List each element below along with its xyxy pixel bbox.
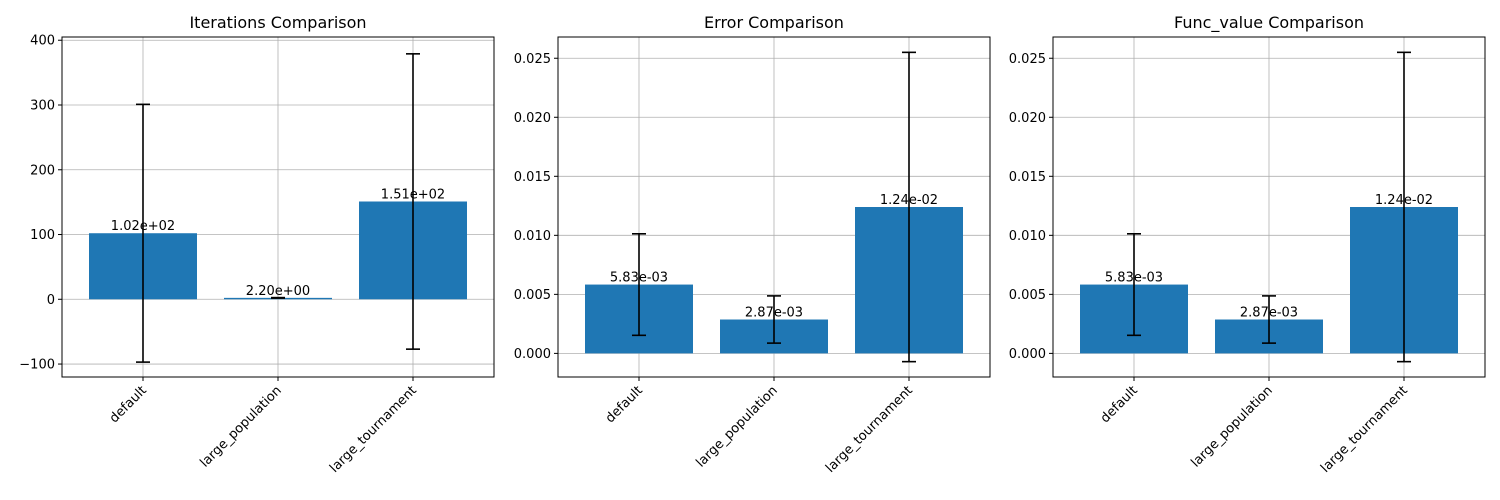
y-tick-label: 0.025 [514,52,551,67]
x-tick-label: large_tournament [327,383,420,476]
y-tick-label: 0.000 [1009,347,1046,362]
data-label: 2.87e-03 [745,306,803,321]
data-label: 1.51e+02 [381,187,445,202]
x-tick-label: default [603,383,646,426]
error-bar [632,232,646,337]
y-tick-label: 200 [30,163,55,178]
data-label: 2.87e-03 [1240,306,1298,321]
error-bar [1397,51,1411,363]
y-tick-label: 400 [30,34,55,49]
x-tick-label: large_population [693,383,780,470]
chart-panel: 5.83e-03 2.87e-03 1.24e-02 0.000 0.005 0.010 0… [1009,13,1486,476]
error-bar [271,296,285,299]
chart-panel: 5.83e-03 2.87e-03 1.24e-02 0.000 0.005 0.010 0… [514,13,991,476]
y-tick-label: 0.015 [1009,170,1046,185]
y-tick-label: 0.005 [514,288,551,303]
chart-title: Error Comparison [704,13,844,32]
y-tick-label: 0.020 [1009,111,1046,126]
chart-panel: 1.02e+02 2.20e+00 1.51e+02 −100 0 100 200 300 40… [19,13,495,476]
data-label: 2.20e+00 [246,284,310,299]
y-tick-label: −100 [19,358,55,373]
x-tick-label: large_tournament [823,383,916,476]
data-label: 1.02e+02 [111,219,175,234]
error-bar [136,103,150,363]
data-label: 1.24e-02 [1375,193,1433,208]
y-tick-label: 0.020 [514,111,551,126]
x-tick-label: default [1098,383,1141,426]
chart-title: Func_value Comparison [1174,13,1364,33]
y-tick-label: 300 [30,99,55,114]
y-tick-label: 0.010 [1009,229,1046,244]
y-tick-label: 0.000 [514,347,551,362]
error-bar [902,51,916,363]
error-bar [767,295,781,344]
x-tick-label: large_tournament [1318,383,1411,476]
y-tick-label: 0.005 [1009,288,1046,303]
error-bar [1127,232,1141,337]
y-tick-label: 100 [30,228,55,243]
x-tick-label: large_population [197,383,284,470]
y-tick-label: 0.010 [514,229,551,244]
data-label: 1.24e-02 [880,193,938,208]
y-tick-label: 0.015 [514,170,551,185]
x-tick-label: large_population [1188,383,1275,470]
y-tick-label: 0.025 [1009,52,1046,67]
data-label: 5.83e-03 [610,271,668,286]
x-tick-label: default [107,383,150,426]
error-bar [406,53,420,350]
chart-title: Iterations Comparison [189,13,366,32]
data-label: 5.83e-03 [1105,271,1163,286]
error-bar [1262,295,1276,344]
y-tick-label: 0 [47,293,55,308]
